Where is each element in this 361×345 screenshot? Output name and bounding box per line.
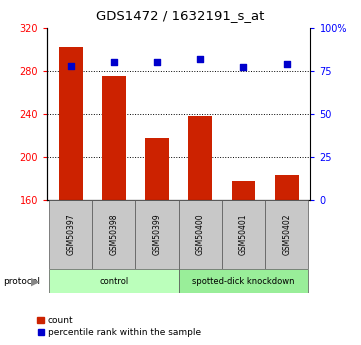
Text: spotted-dick knockdown: spotted-dick knockdown	[192, 277, 295, 286]
Bar	[49, 200, 92, 269]
Bar	[188, 116, 212, 200]
Text: control: control	[99, 277, 129, 286]
Text: GSM50397: GSM50397	[66, 214, 75, 255]
Bar	[179, 200, 222, 269]
Bar	[135, 200, 179, 269]
Legend: count, percentile rank within the sample: count, percentile rank within the sample	[34, 313, 205, 341]
Bar	[145, 138, 169, 200]
Point	[154, 59, 160, 65]
Text: GSM50400: GSM50400	[196, 214, 205, 255]
Bar	[179, 269, 308, 293]
Text: GSM50398: GSM50398	[109, 214, 118, 255]
Text: GDS1472 / 1632191_s_at: GDS1472 / 1632191_s_at	[96, 9, 265, 22]
Point	[111, 59, 117, 65]
Bar	[49, 269, 179, 293]
Bar	[265, 200, 308, 269]
Bar	[222, 200, 265, 269]
Bar	[275, 175, 299, 200]
Text: GSM50401: GSM50401	[239, 214, 248, 255]
Point	[68, 63, 74, 68]
Point	[284, 61, 290, 67]
Text: GSM50399: GSM50399	[153, 214, 162, 255]
Text: ▶: ▶	[31, 276, 39, 286]
Text: protocol: protocol	[4, 277, 40, 286]
Bar	[102, 76, 126, 200]
Point	[197, 56, 203, 61]
Bar	[59, 47, 83, 200]
Point	[241, 65, 247, 70]
Bar	[92, 200, 135, 269]
Text: GSM50402: GSM50402	[282, 214, 291, 255]
Bar	[232, 181, 255, 200]
